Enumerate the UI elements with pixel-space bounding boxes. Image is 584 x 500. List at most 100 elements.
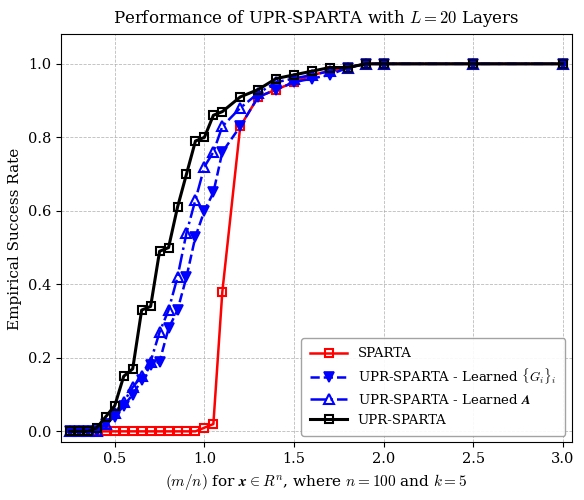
- UPR-SPARTA - Learned $\{G_i\}_i$: [362, 61, 369, 67]
- UPR-SPARTA - Learned $\boldsymbol{A}$: [470, 61, 477, 67]
- UPR-SPARTA - Learned $\{G_i\}_i$: [93, 428, 100, 434]
- Line: UPR-SPARTA - Learned $\boldsymbol{A}$: UPR-SPARTA - Learned $\boldsymbol{A}$: [65, 59, 568, 436]
- X-axis label: $(m/n)$ for $\boldsymbol{x} \in R^n$, where $n = 100$ and $k = 5$: $(m/n)$ for $\boldsymbol{x} \in R^n$, wh…: [165, 472, 468, 492]
- Y-axis label: Empirical Success Rate: Empirical Success Rate: [8, 148, 22, 330]
- UPR-SPARTA: [93, 424, 100, 430]
- SPARTA: [290, 79, 297, 85]
- UPR-SPARTA - Learned $\boldsymbol{A}$: [237, 105, 244, 111]
- UPR-SPARTA - Learned $\{G_i\}_i$: [326, 72, 333, 78]
- Line: UPR-SPARTA: UPR-SPARTA: [66, 60, 567, 435]
- SPARTA: [380, 61, 387, 67]
- UPR-SPARTA: [174, 204, 181, 210]
- UPR-SPARTA: [308, 68, 315, 74]
- UPR-SPARTA - Learned $\{G_i\}_i$: [84, 428, 91, 434]
- SPARTA: [326, 68, 333, 74]
- UPR-SPARTA - Learned $\boldsymbol{A}$: [326, 68, 333, 74]
- UPR-SPARTA: [273, 76, 280, 82]
- UPR-SPARTA: [183, 171, 190, 177]
- UPR-SPARTA - Learned $\boldsymbol{A}$: [112, 410, 119, 416]
- SPARTA: [559, 61, 566, 67]
- SPARTA: [102, 428, 109, 434]
- SPARTA: [174, 428, 181, 434]
- SPARTA: [470, 61, 477, 67]
- UPR-SPARTA - Learned $\{G_i\}_i$: [559, 61, 566, 67]
- UPR-SPARTA: [362, 61, 369, 67]
- UPR-SPARTA - Learned $\{G_i\}_i$: [219, 149, 226, 155]
- SPARTA: [84, 428, 91, 434]
- UPR-SPARTA - Learned $\{G_i\}_i$: [67, 428, 74, 434]
- UPR-SPARTA - Learned $\boldsymbol{A}$: [290, 76, 297, 82]
- UPR-SPARTA - Learned $\{G_i\}_i$: [210, 190, 217, 196]
- UPR-SPARTA: [470, 61, 477, 67]
- UPR-SPARTA - Learned $\{G_i\}_i$: [165, 326, 172, 332]
- UPR-SPARTA - Learned $\{G_i\}_i$: [255, 94, 262, 100]
- UPR-SPARTA - Learned $\boldsymbol{A}$: [102, 421, 109, 427]
- UPR-SPARTA - Learned $\{G_i\}_i$: [237, 124, 244, 130]
- UPR-SPARTA - Learned $\boldsymbol{A}$: [183, 230, 190, 236]
- UPR-SPARTA: [156, 248, 163, 254]
- UPR-SPARTA - Learned $\boldsymbol{A}$: [156, 329, 163, 335]
- UPR-SPARTA - Learned $\{G_i\}_i$: [129, 392, 136, 398]
- SPARTA: [273, 86, 280, 92]
- UPR-SPARTA: [165, 244, 172, 250]
- UPR-SPARTA: [559, 61, 566, 67]
- SPARTA: [67, 428, 74, 434]
- UPR-SPARTA - Learned $\{G_i\}_i$: [201, 208, 208, 214]
- UPR-SPARTA: [102, 414, 109, 420]
- UPR-SPARTA - Learned $\{G_i\}_i$: [345, 64, 352, 70]
- UPR-SPARTA: [147, 304, 154, 310]
- UPR-SPARTA: [84, 428, 91, 434]
- UPR-SPARTA: [201, 134, 208, 140]
- UPR-SPARTA - Learned $\boldsymbol{A}$: [138, 373, 145, 379]
- UPR-SPARTA - Learned $\boldsymbol{A}$: [120, 399, 127, 405]
- UPR-SPARTA: [237, 94, 244, 100]
- UPR-SPARTA - Learned $\{G_i\}_i$: [470, 61, 477, 67]
- UPR-SPARTA - Learned $\boldsymbol{A}$: [84, 428, 91, 434]
- UPR-SPARTA - Learned $\boldsymbol{A}$: [210, 149, 217, 155]
- UPR-SPARTA: [67, 428, 74, 434]
- SPARTA: [183, 428, 190, 434]
- UPR-SPARTA: [112, 402, 119, 408]
- UPR-SPARTA - Learned $\{G_i\}_i$: [102, 421, 109, 427]
- UPR-SPARTA - Learned $\{G_i\}_i$: [290, 79, 297, 85]
- UPR-SPARTA - Learned $\{G_i\}_i$: [183, 274, 190, 280]
- Line: UPR-SPARTA - Learned $\{G_i\}_i$: UPR-SPARTA - Learned $\{G_i\}_i$: [65, 59, 568, 436]
- UPR-SPARTA - Learned $\boldsymbol{A}$: [559, 61, 566, 67]
- UPR-SPARTA - Learned $\{G_i\}_i$: [380, 61, 387, 67]
- UPR-SPARTA: [129, 366, 136, 372]
- SPARTA: [255, 94, 262, 100]
- UPR-SPARTA - Learned $\boldsymbol{A}$: [201, 164, 208, 170]
- UPR-SPARTA - Learned $\{G_i\}_i$: [75, 428, 82, 434]
- UPR-SPARTA - Learned $\boldsymbol{A}$: [219, 124, 226, 130]
- UPR-SPARTA: [255, 86, 262, 92]
- UPR-SPARTA - Learned $\boldsymbol{A}$: [93, 428, 100, 434]
- SPARTA: [345, 64, 352, 70]
- UPR-SPARTA - Learned $\boldsymbol{A}$: [147, 358, 154, 364]
- UPR-SPARTA - Learned $\boldsymbol{A}$: [75, 428, 82, 434]
- UPR-SPARTA: [210, 112, 217, 118]
- SPARTA: [156, 428, 163, 434]
- UPR-SPARTA - Learned $\{G_i\}_i$: [147, 362, 154, 368]
- SPARTA: [201, 424, 208, 430]
- UPR-SPARTA: [120, 373, 127, 379]
- UPR-SPARTA - Learned $\{G_i\}_i$: [112, 414, 119, 420]
- Line: SPARTA: SPARTA: [66, 60, 567, 435]
- UPR-SPARTA: [345, 64, 352, 70]
- SPARTA: [147, 428, 154, 434]
- UPR-SPARTA - Learned $\boldsymbol{A}$: [67, 428, 74, 434]
- UPR-SPARTA - Learned $\boldsymbol{A}$: [273, 79, 280, 85]
- UPR-SPARTA: [290, 72, 297, 78]
- UPR-SPARTA - Learned $\{G_i\}_i$: [138, 377, 145, 383]
- UPR-SPARTA: [380, 61, 387, 67]
- UPR-SPARTA - Learned $\boldsymbol{A}$: [129, 384, 136, 390]
- UPR-SPARTA: [326, 64, 333, 70]
- UPR-SPARTA - Learned $\{G_i\}_i$: [273, 86, 280, 92]
- UPR-SPARTA - Learned $\{G_i\}_i$: [192, 234, 199, 239]
- UPR-SPARTA - Learned $\{G_i\}_i$: [120, 402, 127, 408]
- UPR-SPARTA: [192, 138, 199, 144]
- UPR-SPARTA: [219, 108, 226, 114]
- UPR-SPARTA - Learned $\boldsymbol{A}$: [255, 90, 262, 96]
- Legend: SPARTA, UPR-SPARTA - Learned $\{G_i\}_i$, UPR-SPARTA - Learned $\boldsymbol{A}$,: SPARTA, UPR-SPARTA - Learned $\{G_i\}_i$…: [301, 338, 565, 436]
- UPR-SPARTA: [138, 307, 145, 313]
- SPARTA: [362, 61, 369, 67]
